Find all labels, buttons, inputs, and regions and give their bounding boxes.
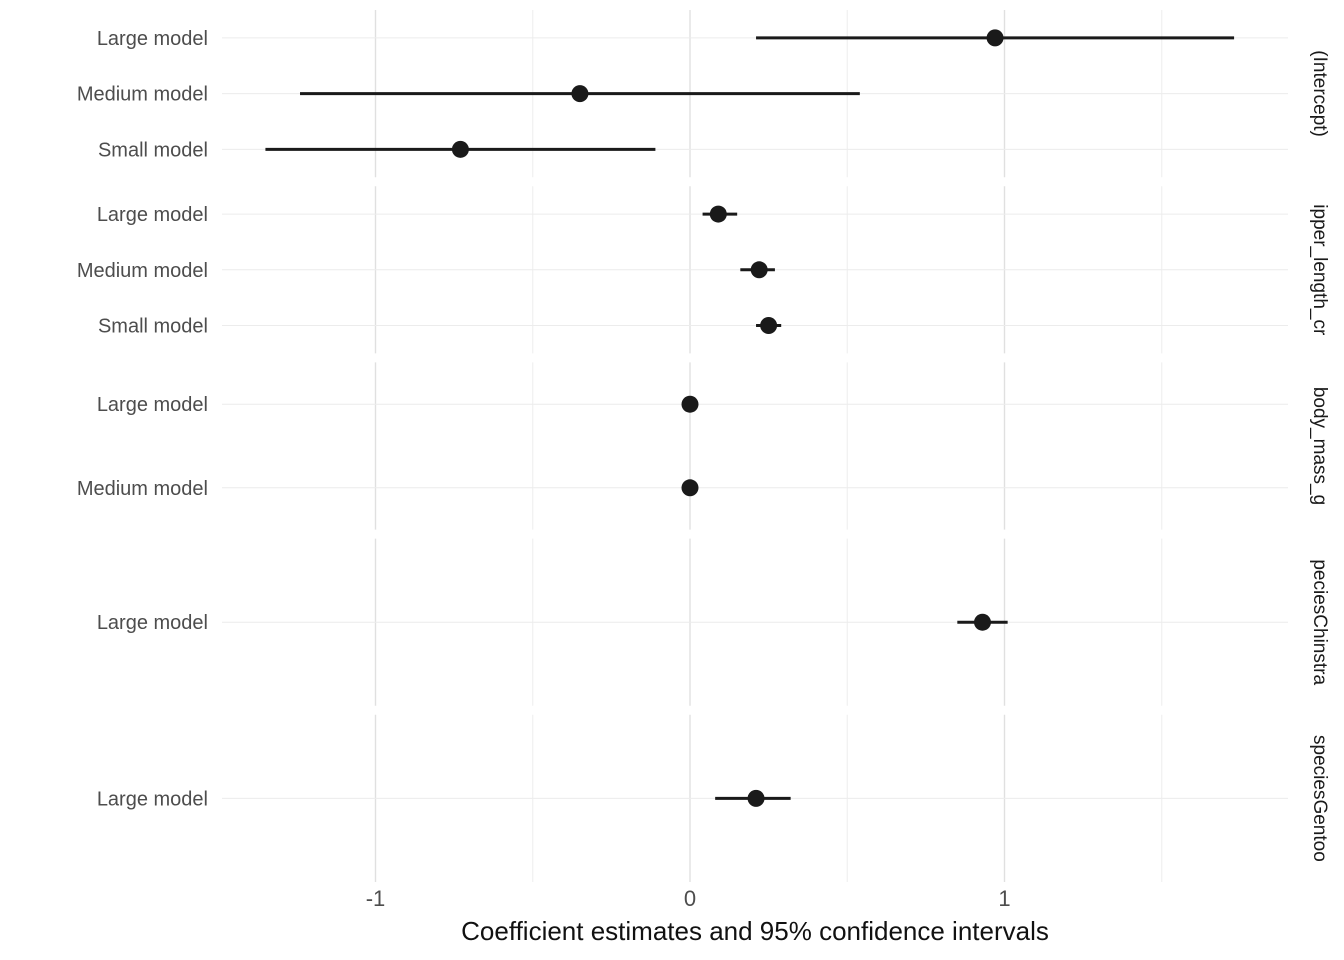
x-tick-label: -1 <box>366 886 386 911</box>
row-label: Medium model <box>77 260 208 282</box>
facet-strip-label: peciesChinstra <box>1309 559 1330 685</box>
x-tick-label: 1 <box>998 886 1010 911</box>
point-estimate <box>681 479 699 497</box>
x-tick-label: 0 <box>684 886 696 911</box>
point-estimate <box>760 317 778 335</box>
row-label: Small model <box>98 139 208 161</box>
point-estimate <box>681 395 699 413</box>
facet-strip-label: speciesGentoo <box>1309 735 1330 862</box>
point-estimate <box>750 261 768 279</box>
row-label: Large model <box>97 612 208 634</box>
facet-strip-label: body_mass_g <box>1309 387 1330 505</box>
point-estimate <box>986 29 1004 47</box>
row-label: Large model <box>97 204 208 226</box>
row-label: Large model <box>97 394 208 416</box>
row-label: Large model <box>97 28 208 50</box>
point-estimate <box>571 85 589 103</box>
row-label: Medium model <box>77 478 208 500</box>
facet-strip-label: ipper_length_cr <box>1309 204 1330 336</box>
facet-strip-label: (Intercept) <box>1309 50 1330 137</box>
point-estimate <box>451 140 469 158</box>
point-estimate <box>709 205 727 223</box>
row-label: Small model <box>98 316 208 338</box>
point-estimate <box>973 613 991 631</box>
row-label: Medium model <box>77 84 208 106</box>
row-label: Large model <box>97 788 208 810</box>
x-axis-title: Coefficient estimates and 95% confidence… <box>461 916 1049 946</box>
point-estimate <box>747 789 765 807</box>
